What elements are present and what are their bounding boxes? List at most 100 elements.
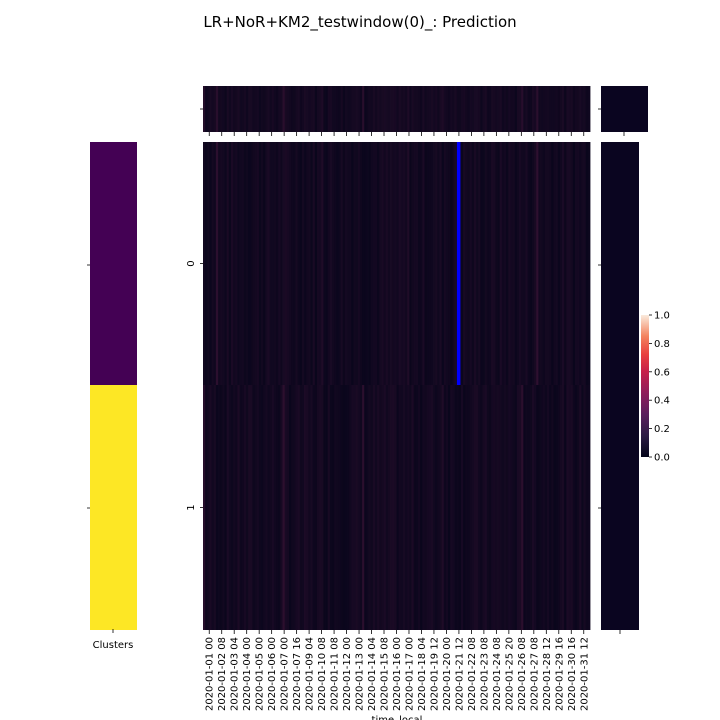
heatmap-cell-row-1 (351, 385, 354, 630)
top-strip-cell (226, 86, 230, 132)
heatmap-cell-row-1 (205, 385, 208, 630)
x-tick-label: 2020-01-01 00 (205, 637, 216, 711)
top-strip-cell (280, 86, 283, 132)
top-strip-cell (271, 86, 275, 132)
heatmap-cell-row-0 (555, 142, 559, 385)
heatmap-cell-row-1 (402, 385, 406, 630)
heatmap-cell-row-0 (398, 142, 402, 385)
heatmap-cell-row-1 (269, 385, 273, 630)
heatmap-cell-row-0 (551, 142, 554, 385)
heatmap-cell-row-0 (271, 142, 275, 385)
top-strip-cell (233, 86, 236, 132)
heatmap-cell-row-1 (211, 385, 215, 630)
heatmap-cell-row-1 (273, 385, 277, 630)
heatmap-cell-row-1 (224, 385, 228, 630)
colorbar-tick-label: 1.0 (654, 311, 670, 322)
top-strip-cell (572, 86, 576, 132)
heatmap-cell-row-0 (501, 142, 505, 385)
heatmap-cell-row-1 (385, 385, 389, 630)
heatmap-cell-row-1 (488, 385, 492, 630)
heatmap-cell-row-1 (428, 385, 432, 630)
top-strip-cell (557, 86, 561, 132)
heatmap-cell-row-1 (540, 385, 544, 630)
heatmap-cell-row-1 (381, 385, 384, 630)
heatmap-cell-row-0 (215, 142, 219, 385)
top-strip-cell (456, 86, 460, 132)
heatmap-cell-row-0 (366, 142, 369, 385)
heatmap-cell-row-1 (316, 385, 320, 630)
heatmap-cell-row-0 (263, 142, 266, 385)
top-strip-cell (334, 86, 337, 132)
heatmap-cell-row-1 (252, 385, 255, 630)
heatmap-cell-row-0 (525, 142, 529, 385)
top-strip-cell (203, 86, 206, 132)
top-strip-cell (510, 86, 513, 132)
heatmap-cell-row-1 (256, 385, 260, 630)
top-strip-cell (445, 86, 449, 132)
heatmap-cell-row-0 (473, 142, 477, 385)
heatmap-cell-row-1 (387, 385, 391, 630)
top-strip-cell (310, 86, 314, 132)
top-strip-cell (439, 86, 443, 132)
heatmap-cell-row-0 (222, 142, 225, 385)
heatmap-cell-row-0 (585, 142, 589, 385)
top-strip-cell (375, 86, 378, 132)
heatmap-cell-row-0 (359, 142, 363, 385)
heatmap-cell-row-0 (405, 142, 408, 385)
top-strip-cell (366, 86, 369, 132)
top-strip-cell (314, 86, 318, 132)
heatmap-cell-row-0 (338, 142, 341, 385)
heatmap-cell-row-0 (583, 142, 587, 385)
top-strip-cell (220, 86, 223, 132)
heatmap-cell-row-1 (521, 385, 524, 630)
heatmap-cell-row-1 (562, 385, 565, 630)
heatmap-cell-row-0 (469, 142, 473, 385)
heatmap-cell-row-0 (340, 142, 344, 385)
top-strip-cell (574, 86, 578, 132)
heatmap-cell-row-1 (344, 385, 348, 630)
heatmap-cell-row-1 (400, 385, 404, 630)
heatmap-cell-row-1 (280, 385, 283, 630)
y-tick-label-0: 0 (186, 260, 197, 266)
top-strip-cell (583, 86, 587, 132)
heatmap-cell-row-1 (366, 385, 369, 630)
top-strip-cell (452, 86, 455, 132)
top-strip-cell (359, 86, 363, 132)
heatmap-cell-row-0 (258, 142, 262, 385)
x-tick-label: 2020-01-15 08 (380, 637, 391, 711)
top-strip-cell (362, 86, 365, 132)
heatmap-cell-row-0 (394, 142, 397, 385)
heatmap-cell-row-1 (566, 385, 569, 630)
top-strip-cell (531, 86, 535, 132)
x-tick-label: 2020-01-30 16 (567, 637, 578, 711)
top-strip-cell (516, 86, 520, 132)
heatmap-cell-row-0 (306, 142, 309, 385)
heatmap-cell-row-0 (256, 142, 260, 385)
heatmap-cell-row-0 (407, 142, 410, 385)
heatmap-cell-row-0 (342, 142, 346, 385)
heatmap-cell-row-0 (392, 142, 395, 385)
heatmap-cell-row-0 (428, 142, 432, 385)
heatmap-cell-row-1 (549, 385, 552, 630)
heatmap-cell-row-1 (542, 385, 546, 630)
heatmap-cell-row-1 (461, 385, 464, 630)
heatmap-cell-row-1 (357, 385, 361, 630)
heatmap-cell-row-0 (220, 142, 223, 385)
highlight-column (456, 142, 461, 385)
top-strip-cell (297, 86, 301, 132)
x-axis-ticks: 2020-01-01 00 2020-01-02 08 2020-01-03 04 2… (205, 132, 590, 711)
heatmap-cell-row-1 (261, 385, 264, 630)
heatmap-cell-row-1 (295, 385, 298, 630)
heatmap-cell-row-1 (441, 385, 445, 630)
top-strip-cell (504, 86, 507, 132)
top-strip-cell (368, 86, 372, 132)
heatmap-cell-row-1 (289, 385, 292, 630)
heatmap-cell-row-0 (409, 142, 412, 385)
heatmap-cell-row-0 (570, 142, 574, 385)
top-strip-cell (254, 86, 258, 132)
heatmap-cell-row-1 (508, 385, 511, 630)
top-strip-cell (338, 86, 341, 132)
heatmap-cell-row-0 (402, 142, 406, 385)
top-strip-cell (215, 86, 219, 132)
top-strip-cell (392, 86, 395, 132)
